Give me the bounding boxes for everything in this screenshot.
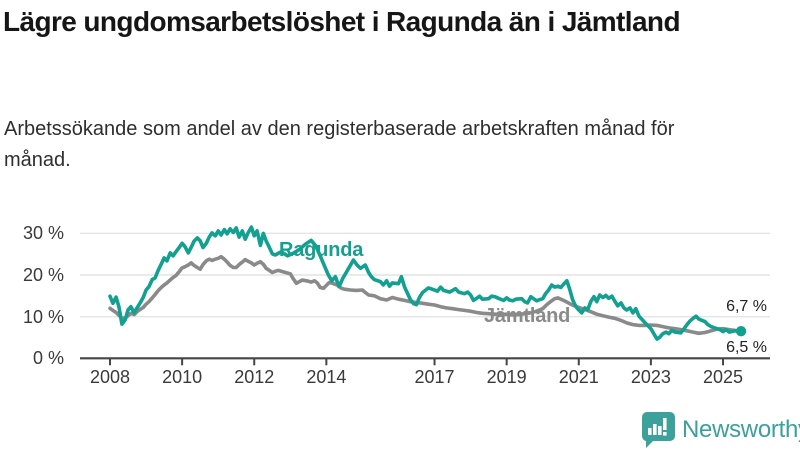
y-axis-tick-label: 30 % bbox=[22, 223, 64, 244]
x-axis-tick-label: 2012 bbox=[234, 367, 275, 387]
x-axis-tick-label: 2010 bbox=[162, 367, 203, 387]
x-axis-tick-label: 2025 bbox=[702, 367, 744, 387]
y-axis-tick-label: 0 % bbox=[32, 348, 64, 369]
y-axis-tick-label: 20 % bbox=[22, 265, 64, 285]
x-axis-tick-label: 2014 bbox=[306, 367, 347, 387]
series-end-dot-ragunda bbox=[735, 326, 747, 337]
page-subtitle: Arbetssökande som andel av den registerb… bbox=[4, 118, 675, 171]
newsworthy-logo[interactable]: Newsworthy bbox=[639, 411, 800, 449]
end-value-jamtland: 6,7 % bbox=[726, 298, 767, 315]
newsworthy-logo-icon bbox=[641, 412, 675, 448]
x-axis-tick-label: 2023 bbox=[630, 367, 671, 387]
end-value-ragunda: 6,5 % bbox=[726, 339, 767, 356]
y-axis-tick-label: 10 % bbox=[22, 306, 64, 327]
series-line-ragunda bbox=[108, 225, 743, 341]
x-axis-tick-label: 2017 bbox=[414, 367, 455, 387]
series-label-ragunda: Ragunda bbox=[279, 239, 364, 261]
x-axis-tick-label: 2008 bbox=[89, 367, 131, 387]
page-title: Lägre ungdomsarbetslöshet i Ragunda än i… bbox=[3, 6, 681, 37]
series-label-jamtland: Jämtland bbox=[484, 305, 571, 327]
x-axis-tick-label: 2019 bbox=[486, 367, 527, 387]
x-axis-tick-label: 2021 bbox=[558, 367, 599, 387]
newsworthy-logo-text: Newsworthy bbox=[682, 416, 800, 443]
